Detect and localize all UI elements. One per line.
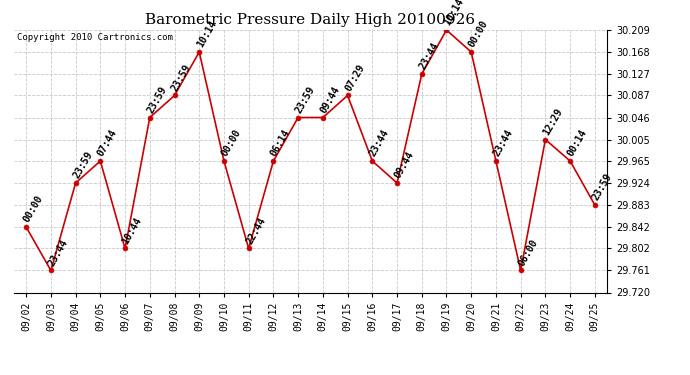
Text: 00:14: 00:14 bbox=[566, 128, 589, 158]
Text: 23:44: 23:44 bbox=[417, 41, 441, 71]
Text: 00:00: 00:00 bbox=[219, 128, 243, 158]
Text: 10:44: 10:44 bbox=[121, 215, 144, 246]
Title: Barometric Pressure Daily High 20100926: Barometric Pressure Daily High 20100926 bbox=[146, 13, 475, 27]
Text: 09:44: 09:44 bbox=[318, 84, 342, 115]
Text: 07:29: 07:29 bbox=[343, 62, 366, 93]
Text: 00:00: 00:00 bbox=[21, 194, 45, 224]
Text: 23:59: 23:59 bbox=[591, 172, 613, 202]
Text: 07:44: 07:44 bbox=[96, 128, 119, 158]
Text: 10:14: 10:14 bbox=[442, 0, 465, 27]
Text: 23:44: 23:44 bbox=[368, 128, 391, 158]
Text: 09:44: 09:44 bbox=[393, 150, 416, 180]
Text: 23:59: 23:59 bbox=[146, 84, 168, 115]
Text: 12:29: 12:29 bbox=[541, 106, 564, 137]
Text: 10:14: 10:14 bbox=[195, 19, 218, 49]
Text: 06:00: 06:00 bbox=[516, 237, 540, 268]
Text: 23:59: 23:59 bbox=[71, 150, 95, 180]
Text: Copyright 2010 Cartronics.com: Copyright 2010 Cartronics.com bbox=[17, 33, 172, 42]
Text: 23:44: 23:44 bbox=[491, 128, 515, 158]
Text: 23:59: 23:59 bbox=[294, 84, 317, 115]
Text: 22:44: 22:44 bbox=[244, 215, 268, 246]
Text: 23:44: 23:44 bbox=[46, 237, 70, 268]
Text: 23:59: 23:59 bbox=[170, 62, 193, 93]
Text: 00:00: 00:00 bbox=[466, 19, 490, 49]
Text: 06:14: 06:14 bbox=[269, 128, 293, 158]
